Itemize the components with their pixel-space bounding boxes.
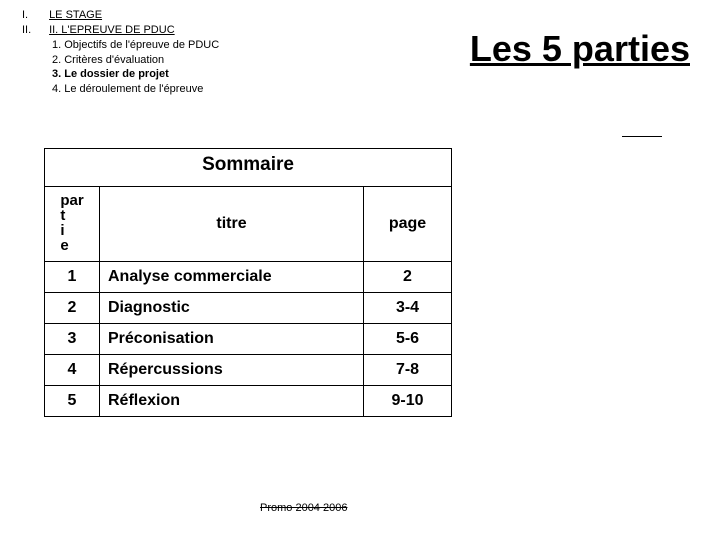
cell-partie: 1 [45,262,100,293]
outline-ii: II. II. L'EPREUVE DE PDUC [22,23,322,38]
head-partie: partie [45,187,100,262]
table-row: 3Préconisation5-6 [45,324,452,355]
outline-ii-2: 2. Critères d'évaluation [22,53,322,68]
cell-partie: 5 [45,386,100,417]
sommaire: Sommaire partie titre page 1Analyse comm… [44,148,452,417]
cell-page: 9-10 [364,386,452,417]
cell-page: 2 [364,262,452,293]
cell-page: 7-8 [364,355,452,386]
outline-ii-1: 1. Objectifs de l'épreuve de PDUC [22,38,322,53]
page-title: Les 5 parties [470,28,690,70]
table-row: 4Répercussions7-8 [45,355,452,386]
outline-ii-num: II. [22,23,46,38]
cell-titre: Répercussions [100,355,364,386]
cell-partie: 2 [45,293,100,324]
outline-i-num: I. [22,8,46,23]
cell-page: 5-6 [364,324,452,355]
outline-ii-text: II. L'EPREUVE DE PDUC [49,24,175,36]
divider [622,136,662,137]
cell-titre: Réflexion [100,386,364,417]
footer-text: Promo 2004 2006 [260,502,347,514]
table-row: 1Analyse commerciale2 [45,262,452,293]
cell-partie: 4 [45,355,100,386]
cell-titre: Diagnostic [100,293,364,324]
cell-partie: 3 [45,324,100,355]
table-header-row: partie titre page [45,187,452,262]
outline-i-text: LE STAGE [49,9,102,21]
cell-titre: Analyse commerciale [100,262,364,293]
outline-i: I. LE STAGE [22,8,322,23]
cell-titre: Préconisation [100,324,364,355]
sommaire-heading: Sommaire [44,148,452,186]
outline-list: I. LE STAGE II. II. L'EPREUVE DE PDUC 1.… [22,8,322,97]
cell-page: 3-4 [364,293,452,324]
head-titre: titre [100,187,364,262]
table-row: 5Réflexion9-10 [45,386,452,417]
head-page: page [364,187,452,262]
table-row: 2Diagnostic3-4 [45,293,452,324]
outline-ii-4: 4. Le déroulement de l'épreuve [22,82,322,97]
head-partie-text: partie [60,193,83,253]
sommaire-table: partie titre page 1Analyse commerciale22… [44,186,452,417]
outline-ii-3: 3. Le dossier de projet [22,67,322,82]
